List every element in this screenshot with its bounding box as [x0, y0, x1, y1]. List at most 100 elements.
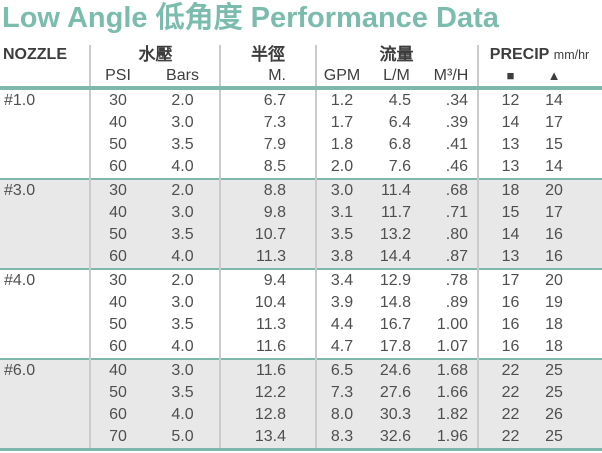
- cell-precip-square: 18: [501, 182, 520, 199]
- table-row: #6.0 40 3.0 11.6 6.5 24.6 1.68 22 25: [0, 360, 602, 382]
- cell-gpm: 1.2: [330, 92, 354, 109]
- nozzle-label: [0, 156, 91, 178]
- table-body: #1.0 30 2.0 6.7 1.2 4.5 .34 12 14 40 3.0 7.3 1.7 6.4.…: [0, 90, 602, 451]
- cell-m3h: .78: [445, 272, 468, 289]
- cell-radius-m: 11.3: [256, 316, 286, 333]
- cell-precip-triangle: 16: [545, 248, 563, 265]
- cell-radius-m: 7.9: [263, 136, 286, 153]
- cell-m3h: 1.96: [436, 428, 468, 445]
- table-row: 70 5.0 13.4 8.3 32.6 1.96 22 25: [0, 426, 602, 448]
- cell-radius-m: 12.8: [254, 406, 286, 423]
- cell-gpm: 8.0: [330, 406, 354, 423]
- nozzle-label: #1.0: [4, 92, 36, 109]
- cell-m3h: .87: [445, 248, 468, 265]
- column-header-psi: PSI: [105, 67, 131, 84]
- cell-bars: 3.0: [171, 294, 194, 311]
- cell-gpm: 1.8: [330, 136, 354, 153]
- cell-bars: 4.0: [171, 158, 194, 175]
- cell-precip-triangle: 20: [545, 182, 563, 199]
- nozzle-label: [0, 224, 91, 246]
- precip-label: PRECIP: [489, 46, 550, 63]
- cell-radius-m: 13.4: [254, 428, 286, 445]
- cell-precip-square: 22: [501, 362, 520, 379]
- cell-m3h: .46: [445, 158, 468, 175]
- cell-psi: 60: [109, 338, 127, 355]
- cell-m3h: 1.82: [436, 406, 468, 423]
- cell-precip-triangle: 19: [545, 294, 563, 311]
- cell-precip-triangle: 20: [545, 272, 563, 289]
- cell-m3h: .34: [445, 92, 468, 109]
- cell-psi: 60: [109, 158, 127, 175]
- cell-psi: 40: [109, 114, 127, 131]
- cell-m3h: .80: [445, 226, 468, 243]
- cell-psi: 40: [109, 204, 127, 221]
- cell-lm: 11.7: [381, 204, 411, 221]
- cell-radius-m: 8.5: [263, 158, 286, 175]
- column-header-bars: Bars: [166, 67, 199, 84]
- cell-m3h: .41: [445, 136, 468, 153]
- cell-bars: 3.0: [171, 204, 194, 221]
- cell-bars: 3.0: [171, 114, 194, 131]
- cell-psi: 40: [109, 362, 127, 379]
- cell-gpm: 3.8: [330, 248, 354, 265]
- cell-bars: 3.5: [171, 316, 194, 333]
- cell-lm: 13.2: [379, 226, 411, 243]
- column-group-radius: 半徑: [251, 45, 285, 64]
- column-header-meters: M.: [268, 67, 286, 84]
- triangle-icon: ▲: [547, 68, 561, 83]
- cell-radius-m: 9.4: [263, 272, 286, 289]
- table-row: 50 3.5 11.3 4.4 16.7 1.00 16 18: [0, 314, 602, 336]
- performance-table: NOZZLE 水壓 半徑 流量 PRECIP mm/hr PSI Bars M.…: [0, 45, 602, 451]
- cell-precip-triangle: 17: [545, 114, 563, 131]
- nozzle-label: [0, 112, 91, 134]
- cell-m3h: 1.00: [436, 316, 468, 333]
- nozzle-label: #3.0: [4, 182, 36, 199]
- cell-radius-m: 6.7: [263, 92, 286, 109]
- table-row: 60 4.0 11.6 4.7 17.8 1.07 16 18: [0, 336, 602, 358]
- cell-m3h: .68: [445, 182, 468, 199]
- table-row: 40 3.0 9.8 3.1 11.7 .71 15 17: [0, 202, 602, 224]
- table-row: 60 4.0 11.3 3.8 14.4 .87 13 16: [0, 246, 602, 268]
- cell-precip-triangle: 26: [545, 406, 563, 423]
- cell-lm: 14.4: [379, 248, 411, 265]
- nozzle-section: #3.0 30 2.0 8.8 3.0 11.4 .68 18 20 40 3.0 9.8 3.1 11.…: [0, 180, 602, 270]
- cell-radius-m: 11.3: [256, 248, 286, 265]
- nozzle-label: [0, 382, 91, 404]
- cell-gpm: 1.7: [330, 114, 354, 131]
- cell-m3h: .71: [445, 204, 468, 221]
- precip-unit-label: mm/hr: [553, 48, 590, 62]
- cell-radius-m: 8.8: [263, 182, 286, 199]
- table-row: 50 3.5 7.9 1.8 6.8 .41 13 15: [0, 134, 602, 156]
- page-title: Low Angle 低角度 Performance Data: [2, 2, 499, 34]
- table-row: 50 3.5 10.7 3.5 13.2 .80 14 16: [0, 224, 602, 246]
- cell-radius-m: 10.4: [254, 294, 286, 311]
- cell-psi: 30: [109, 182, 127, 199]
- nozzle-section: #1.0 30 2.0 6.7 1.2 4.5 .34 12 14 40 3.0 7.3 1.7 6.4.…: [0, 90, 602, 180]
- cell-precip-square: 15: [501, 204, 520, 221]
- cell-gpm: 8.3: [330, 428, 354, 445]
- cell-gpm: 4.7: [330, 338, 354, 355]
- nozzle-label: [0, 202, 91, 224]
- cell-precip-square: 14: [501, 114, 520, 131]
- cell-psi: 60: [109, 406, 127, 423]
- cell-bars: 3.0: [171, 362, 194, 379]
- cell-radius-m: 7.3: [263, 114, 286, 131]
- cell-precip-triangle: 18: [545, 338, 563, 355]
- cell-psi: 30: [109, 272, 127, 289]
- nozzle-section: #6.0 40 3.0 11.6 6.5 24.6 1.68 22 25 50 3.5 12.2 7.3…: [0, 360, 602, 451]
- cell-bars: 4.0: [171, 338, 194, 355]
- cell-bars: 5.0: [171, 428, 194, 445]
- cell-lm: 6.8: [388, 136, 411, 153]
- table-header: NOZZLE 水壓 半徑 流量 PRECIP mm/hr PSI Bars M.…: [0, 45, 602, 86]
- nozzle-label: [0, 426, 91, 448]
- cell-m3h: .89: [445, 294, 468, 311]
- column-group-precip: PRECIP mm/hr: [477, 45, 602, 66]
- column-divider: [89, 45, 91, 448]
- cell-gpm: 3.4: [330, 272, 354, 289]
- cell-bars: 2.0: [171, 92, 194, 109]
- cell-psi: 60: [109, 248, 127, 265]
- nozzle-label: #6.0: [4, 362, 36, 379]
- cell-precip-square: 13: [501, 136, 520, 153]
- cell-lm: 4.5: [388, 92, 411, 109]
- cell-precip-triangle: 14: [545, 158, 563, 175]
